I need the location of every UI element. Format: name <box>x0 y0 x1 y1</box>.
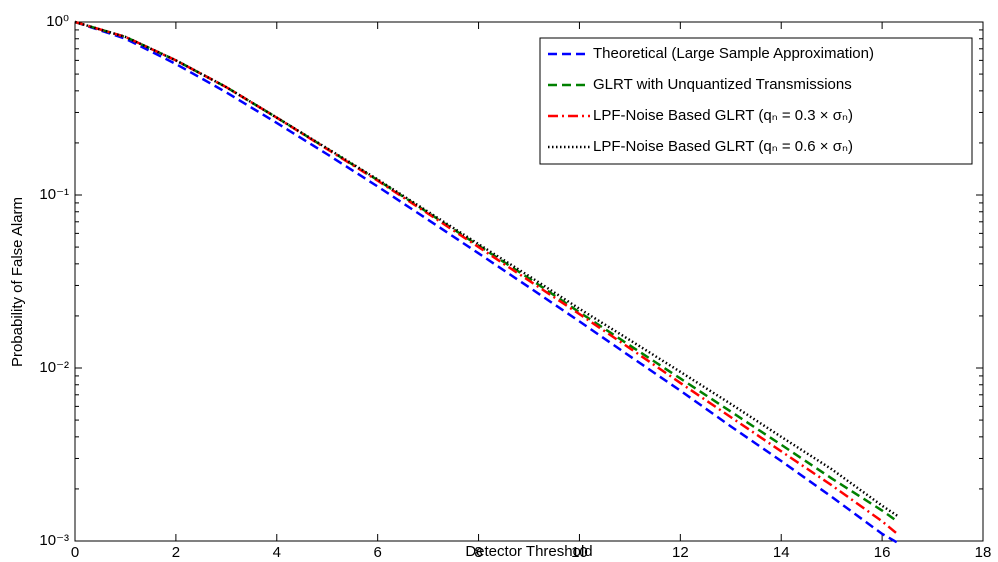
legend-label: LPF-Noise Based GLRT (qₙ = 0.6 × σₙ) <box>593 138 853 155</box>
legend-label: Theoretical (Large Sample Approximation) <box>593 45 874 62</box>
x-tick-label: 16 <box>874 544 891 561</box>
y-tick-label: 10⁰ <box>46 13 69 30</box>
x-tick-label: 14 <box>773 544 790 561</box>
y-tick-label: 10⁻¹ <box>39 186 69 203</box>
y-tick-label: 10⁻³ <box>39 532 69 549</box>
y-tick-label: 10⁻² <box>39 359 69 376</box>
plot-frame <box>74 21 984 542</box>
x-tick-label: 4 <box>273 544 281 561</box>
series-line <box>74 20 899 535</box>
x-tick-label: 0 <box>71 544 79 561</box>
legend-label: LPF-Noise Based GLRT (qₙ = 0.3 × σₙ) <box>593 107 853 124</box>
x-tick-label: 18 <box>975 544 992 561</box>
x-tick-label: 12 <box>672 544 689 561</box>
x-tick-label: 10 <box>571 544 588 561</box>
series-line <box>74 20 898 517</box>
legend-box <box>539 37 973 165</box>
x-tick-label: 2 <box>172 544 180 561</box>
legend: Theoretical (Large Sample Approximation)… <box>539 37 973 165</box>
series-line <box>74 20 898 544</box>
x-tick-label: 6 <box>373 544 381 561</box>
legend-label: GLRT with Unquantized Transmissions <box>593 76 852 93</box>
x-tick-label: 8 <box>474 544 482 561</box>
x-axis-label: Detector Threshold <box>465 543 592 560</box>
y-axis-label: Probability of False Alarm <box>9 197 26 367</box>
